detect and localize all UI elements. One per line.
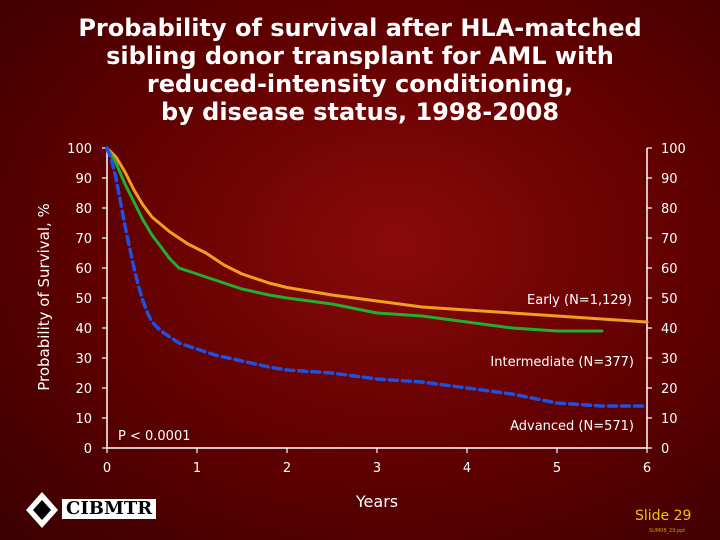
- early-survival-line: [105, 146, 649, 324]
- x-tick-label: 6: [643, 461, 651, 476]
- y-tick-label-right: 100: [661, 142, 686, 157]
- y-tick-label-left: 10: [75, 412, 92, 427]
- cibmtr-logo-mark-icon: [26, 492, 58, 528]
- y-tick-label-right: 70: [661, 232, 678, 247]
- slide-code: SUM08_29.ppt: [649, 528, 686, 534]
- y-tick-label-left: 100: [67, 142, 92, 157]
- advanced-survival-line: [105, 146, 649, 408]
- x-tick-label: 2: [283, 461, 291, 476]
- label-advanced: Advanced (N=571): [510, 419, 634, 434]
- intermediate-survival-line: [105, 146, 604, 333]
- title-line-1: Probability of survival after HLA-matche…: [78, 14, 642, 42]
- y-tick-label-left: 30: [75, 352, 92, 367]
- y-tick-label-left: 50: [75, 292, 92, 307]
- chart-title: Probability of survival after HLA-matche…: [40, 14, 680, 126]
- y-tick-label-left: 90: [75, 172, 92, 187]
- y-tick-label-right: 30: [661, 352, 678, 367]
- y-tick-label-left: 40: [75, 322, 92, 337]
- x-tick-label: 0: [103, 461, 111, 476]
- y-tick-label-right: 40: [661, 322, 678, 337]
- title-line-4: by disease status, 1998-2008: [160, 98, 560, 126]
- y-tick-label-right: 80: [661, 202, 678, 217]
- y-tick-label-left: 70: [75, 232, 92, 247]
- y-tick-label-right: 60: [661, 262, 678, 277]
- x-tick-label: 5: [553, 461, 561, 476]
- label-early: Early (N=1,129): [527, 293, 632, 308]
- y-tick-label-left: 20: [75, 382, 92, 397]
- x-axis-title: Years: [355, 492, 398, 511]
- y-tick-label-right: 50: [661, 292, 678, 307]
- y-tick-label-left: 0: [84, 442, 92, 457]
- x-tick-label: 3: [373, 461, 381, 476]
- y-tick-label-right: 90: [661, 172, 678, 187]
- y-axis-title: Probability of Survival, %: [35, 203, 53, 391]
- p-value-annotation: P < 0.0001: [118, 429, 190, 444]
- logo-text: CIBMTR: [62, 499, 157, 519]
- y-tick-label-left: 60: [75, 262, 92, 277]
- x-tick-label: 1: [193, 461, 201, 476]
- y-tick-label-right: 0: [661, 442, 669, 457]
- title-line-2: sibling donor transplant for AML with: [106, 42, 614, 70]
- title-line-3: reduced-intensity conditioning,: [146, 70, 574, 98]
- cibmtr-logo: CIBMTR: [22, 490, 157, 534]
- slide-number: Slide 29: [635, 508, 692, 524]
- x-tick-label: 4: [463, 461, 471, 476]
- label-intermediate: Intermediate (N=377): [490, 355, 634, 370]
- y-tick-label-right: 20: [661, 382, 678, 397]
- y-tick-label-left: 80: [75, 202, 92, 217]
- y-tick-label-right: 10: [661, 412, 678, 427]
